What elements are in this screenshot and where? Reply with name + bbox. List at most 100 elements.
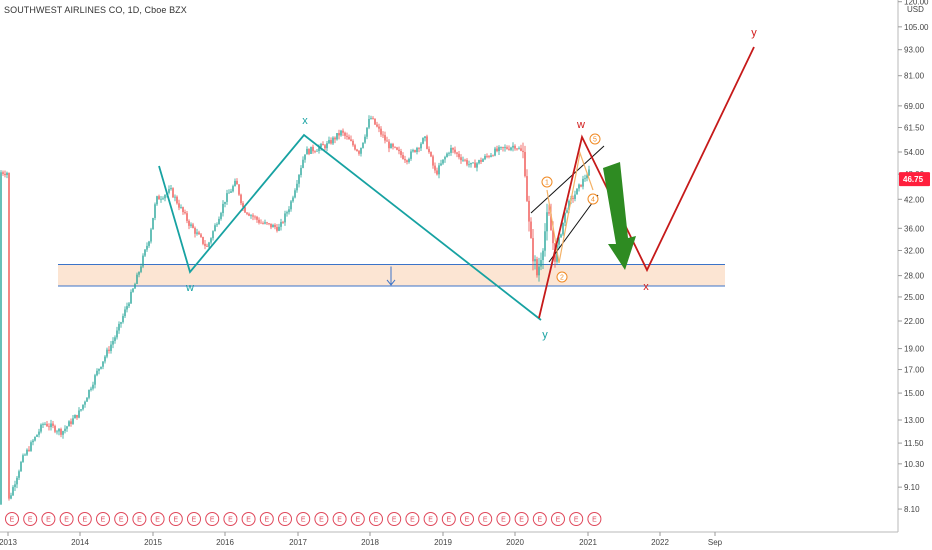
- candle-body: [262, 223, 264, 224]
- candle-body: [6, 172, 8, 176]
- candle-body: [484, 156, 486, 160]
- earnings-letter: E: [337, 517, 342, 524]
- candle-body: [310, 146, 312, 154]
- earnings-circle: [496, 512, 511, 526]
- candle-body: [142, 255, 144, 267]
- earnings-circle: [369, 512, 383, 526]
- candle-body: [430, 152, 432, 157]
- candle-body: [164, 195, 166, 199]
- y-tick-label: 11.50: [904, 439, 924, 448]
- candle-body: [472, 162, 474, 164]
- earnings-marker: E: [314, 512, 329, 526]
- candle-body: [62, 431, 64, 435]
- candle-body: [558, 237, 560, 245]
- candle-body: [288, 209, 290, 213]
- earnings-marker: E: [41, 512, 56, 526]
- candle-body: [510, 147, 512, 150]
- candle-body: [192, 224, 194, 229]
- y-tick-label: 22.00: [904, 317, 925, 326]
- candle-body: [292, 197, 294, 202]
- candle-body: [422, 138, 424, 144]
- last-price-label: 46.75: [903, 175, 924, 184]
- candle-body: [420, 143, 422, 149]
- earnings-circle: [241, 512, 256, 526]
- earnings-letter: E: [28, 517, 33, 524]
- candle-body: [18, 471, 20, 478]
- candle-body: [270, 223, 272, 228]
- candle-body: [356, 149, 358, 152]
- candle-body: [328, 140, 330, 144]
- y-tick-label: 9.10: [904, 483, 920, 492]
- earnings-circle: [569, 512, 584, 526]
- candle-body: [200, 234, 202, 237]
- earnings-marker: E: [569, 512, 584, 526]
- candle-body: [478, 160, 480, 164]
- candle-body: [36, 434, 38, 437]
- candle-body: [112, 340, 114, 345]
- candle-body: [582, 178, 584, 187]
- candle-body: [568, 200, 570, 211]
- candle-body: [376, 124, 378, 127]
- earnings-letter: E: [228, 517, 233, 524]
- candle-body: [92, 384, 94, 389]
- candle-body: [216, 224, 218, 226]
- candle-body: [272, 224, 274, 228]
- candle-body: [488, 156, 490, 157]
- wave-label: x: [643, 281, 649, 293]
- candle-body: [580, 184, 582, 187]
- earnings-letter: E: [82, 517, 87, 524]
- earnings-circle: [423, 512, 438, 526]
- candle-body: [526, 176, 528, 201]
- candle-body: [140, 266, 142, 272]
- candle-body: [204, 243, 206, 246]
- orange-subwave-path: [546, 150, 594, 264]
- candle-body: [494, 148, 496, 156]
- candle-body: [586, 175, 588, 179]
- candle-body: [100, 366, 102, 369]
- earnings-letter: E: [64, 517, 69, 524]
- candle-body: [466, 160, 468, 165]
- candle-body: [382, 134, 384, 136]
- earnings-marker: E: [369, 512, 383, 526]
- candle-body: [284, 213, 286, 223]
- candle-body: [574, 194, 576, 199]
- candle-body: [258, 219, 260, 223]
- candle-body: [432, 156, 434, 166]
- candle-body: [518, 148, 520, 150]
- candle-body: [340, 130, 342, 136]
- candle-body: [16, 477, 18, 485]
- candle-body: [452, 147, 454, 150]
- candle-body: [438, 165, 440, 175]
- earnings-circle: [387, 512, 402, 526]
- y-tick-label: 61.50: [904, 124, 925, 133]
- candle-body: [330, 140, 332, 144]
- earnings-letter: E: [283, 517, 288, 524]
- candle-body: [126, 306, 128, 310]
- earnings-letter: E: [192, 517, 197, 524]
- candle-body: [540, 260, 542, 267]
- candle-body: [66, 426, 68, 429]
- candle-body: [180, 207, 182, 208]
- candle-body: [256, 216, 258, 220]
- earnings-circle: [587, 512, 602, 526]
- candle-body: [358, 151, 360, 154]
- candle-body: [150, 229, 152, 242]
- candle-body: [268, 223, 270, 225]
- candle-body: [106, 349, 108, 357]
- last-price-tag: [899, 172, 930, 187]
- candle-body: [280, 222, 282, 227]
- candle-body: [4, 173, 6, 176]
- candle-body: [416, 147, 418, 153]
- candle-body: [78, 410, 80, 418]
- candle-body: [324, 145, 326, 149]
- candle-body: [136, 274, 138, 284]
- earnings-letter: E: [519, 517, 524, 524]
- subwave-circle: [556, 271, 568, 283]
- x-tick-label: 2019: [434, 538, 452, 547]
- candle-body: [566, 210, 568, 213]
- candle-body: [110, 344, 112, 351]
- candle-body: [468, 164, 470, 166]
- candle-body: [380, 128, 382, 135]
- candle-body: [370, 118, 372, 120]
